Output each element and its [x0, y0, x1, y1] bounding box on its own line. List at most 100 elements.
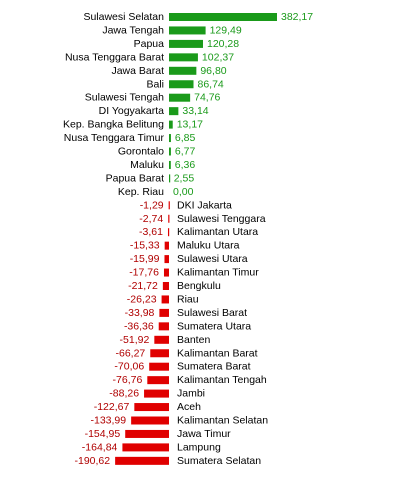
bar [169, 134, 171, 143]
value-label: -15,99 [130, 253, 160, 265]
value-label: -70,06 [114, 361, 144, 373]
category-label: DI Yogyakarta [99, 105, 165, 117]
category-label: Lampung [177, 441, 221, 453]
category-label: Gorontalo [118, 146, 164, 158]
value-label: -15,33 [130, 240, 160, 252]
bar [125, 429, 169, 438]
bar [168, 201, 170, 210]
category-label: Riau [177, 293, 199, 305]
bar [169, 80, 194, 89]
value-label: -1,29 [140, 199, 164, 211]
value-label: -2,74 [139, 213, 163, 225]
bar [150, 349, 169, 358]
category-label: Jambi [177, 388, 205, 400]
value-label: -21,72 [128, 280, 158, 292]
value-label: 74,76 [194, 92, 220, 104]
category-label: Bali [146, 78, 164, 90]
value-label: -154,95 [85, 428, 121, 440]
bar [169, 93, 191, 102]
category-label: Sulawesi Tengah [85, 92, 164, 104]
value-label: 33,14 [182, 105, 208, 117]
value-label: 0,00 [173, 186, 194, 198]
category-label: Kalimantan Barat [177, 347, 258, 359]
value-label: -17,76 [129, 267, 159, 279]
bar [169, 107, 179, 116]
category-label: Sumatera Selatan [177, 455, 261, 467]
category-label: Maluku Utara [177, 240, 240, 252]
bar [115, 456, 169, 465]
category-label: Sulawesi Tenggara [177, 213, 266, 225]
value-label: -88,26 [109, 388, 139, 400]
category-label: Kalimantan Selatan [177, 415, 268, 427]
value-label: -36,36 [124, 320, 154, 332]
bar [169, 39, 203, 48]
value-label: 6,77 [175, 146, 196, 158]
bars-layer [115, 13, 277, 465]
category-label: Jawa Barat [111, 65, 164, 77]
bar [164, 241, 169, 250]
value-label: -133,99 [91, 415, 127, 427]
category-label: Sumatera Utara [177, 320, 251, 332]
bar [169, 66, 197, 75]
value-label: 129,49 [210, 24, 242, 36]
category-label: Kep. Riau [118, 186, 164, 198]
category-label: Nusa Tenggara Timur [64, 132, 165, 144]
bar [169, 53, 198, 62]
category-label: Maluku [130, 159, 164, 171]
value-label: 2,55 [174, 172, 195, 184]
value-label: 6,36 [175, 159, 196, 171]
bar [134, 403, 169, 412]
category-label: Sulawesi Selatan [83, 11, 164, 23]
bar [122, 443, 169, 452]
category-label: Nusa Tenggara Barat [65, 51, 164, 63]
bar [164, 255, 169, 264]
bar [169, 26, 206, 35]
value-label: -190,62 [75, 455, 111, 467]
value-label: -26,23 [127, 293, 157, 305]
category-label: Kalimantan Utara [177, 226, 258, 238]
value-label: 120,28 [207, 38, 239, 50]
value-label: 96,80 [200, 65, 226, 77]
bar [169, 120, 173, 129]
value-label: -164,84 [82, 441, 118, 453]
bar [169, 147, 171, 156]
category-label: Sulawesi Utara [177, 253, 248, 265]
category-label: Sumatera Barat [177, 361, 251, 373]
bar [169, 13, 277, 21]
bar [167, 228, 170, 237]
bar [154, 335, 169, 344]
bar [169, 174, 171, 183]
labels-layer: Sulawesi Selatan 382,17 Jawa Tengah 129,49 P… [63, 11, 313, 467]
value-label: -122,67 [94, 401, 130, 413]
category-label: Jawa Tengah [102, 24, 164, 36]
value-label: 102,37 [202, 51, 234, 63]
bar [131, 416, 169, 425]
category-label: Aceh [177, 401, 201, 413]
value-label: 382,17 [281, 11, 313, 23]
bar [159, 308, 169, 317]
category-label: Banten [177, 334, 210, 346]
value-label: -66,27 [115, 347, 145, 359]
category-label: Jawa Timur [177, 428, 231, 440]
bar [161, 295, 169, 304]
value-label: -76,76 [113, 374, 143, 386]
value-label: -51,92 [120, 334, 150, 346]
bar [168, 214, 170, 223]
value-label: 13,17 [177, 119, 203, 131]
bar [169, 160, 171, 169]
category-label: Papua [134, 38, 165, 50]
category-label: Kalimantan Timur [177, 267, 259, 279]
value-label: -33,98 [125, 307, 155, 319]
category-label: Bengkulu [177, 280, 221, 292]
bar [147, 376, 169, 385]
value-label: 86,74 [198, 78, 224, 90]
bar [158, 322, 169, 331]
category-label: Kalimantan Tengah [177, 374, 267, 386]
bar [162, 282, 169, 290]
category-label: DKI Jakarta [177, 199, 232, 211]
value-label: 6,85 [175, 132, 196, 144]
category-label: Papua Barat [106, 172, 164, 184]
value-label: -3,61 [139, 226, 163, 238]
bar [144, 389, 169, 398]
